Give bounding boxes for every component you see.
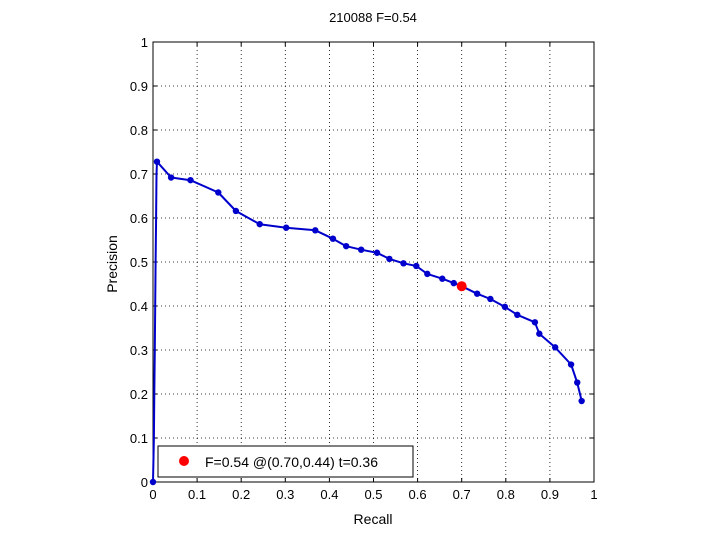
data-point bbox=[373, 249, 381, 256]
y-tick-label: 0 bbox=[141, 475, 148, 490]
y-tick-label: 0.6 bbox=[130, 211, 148, 226]
data-point bbox=[312, 227, 319, 234]
y-tick-label: 0.1 bbox=[130, 431, 148, 446]
series-markers bbox=[149, 158, 585, 486]
data-point bbox=[386, 255, 393, 263]
data-point bbox=[514, 311, 521, 318]
data-point bbox=[578, 397, 585, 405]
data-point bbox=[282, 224, 290, 231]
grid-lines bbox=[153, 42, 594, 482]
data-point bbox=[439, 275, 446, 282]
y-tick-label: 0.9 bbox=[130, 79, 148, 94]
y-tick-label: 0.4 bbox=[130, 299, 148, 314]
x-tick-label: 0.2 bbox=[232, 487, 250, 502]
x-tick-label: 0.7 bbox=[453, 487, 471, 502]
data-point bbox=[167, 174, 175, 181]
data-point bbox=[357, 246, 365, 253]
data-point bbox=[149, 478, 157, 486]
legend-marker bbox=[179, 456, 189, 466]
data-point bbox=[153, 158, 161, 165]
y-axis-label: Precision bbox=[104, 235, 120, 293]
x-tick-label: 0.4 bbox=[320, 487, 338, 502]
data-point bbox=[187, 176, 194, 184]
data-point bbox=[215, 189, 222, 196]
data-point bbox=[531, 319, 539, 326]
y-tick-label: 0.2 bbox=[130, 387, 148, 402]
best-f-point bbox=[456, 281, 467, 292]
data-point bbox=[551, 344, 559, 351]
y-tick-label: 0.3 bbox=[130, 343, 148, 358]
x-tick-label: 0.6 bbox=[409, 487, 427, 502]
data-point bbox=[450, 279, 457, 287]
data-point bbox=[487, 295, 494, 303]
data-point bbox=[342, 242, 350, 250]
y-tick-label: 0.8 bbox=[130, 123, 148, 138]
y-tick-label: 0.7 bbox=[130, 167, 148, 182]
data-point bbox=[413, 262, 420, 270]
series-line bbox=[152, 160, 583, 483]
chart-title: 210088 F=0.54 bbox=[329, 10, 417, 25]
x-tick-label: 0.3 bbox=[276, 487, 294, 502]
data-point bbox=[574, 379, 581, 386]
x-axis-label: Recall bbox=[354, 511, 393, 527]
data-point bbox=[536, 330, 543, 337]
x-axis-ticks: 0 0.1 0.2 0.3 0.4 0.5 0.6 0.7 0.8 0.9 1 bbox=[149, 42, 598, 502]
legend: F=0.54 @(0.70,0.44) t=0.36 bbox=[157, 445, 414, 478]
x-tick-label: 1 bbox=[590, 487, 597, 502]
legend-box bbox=[157, 445, 414, 478]
legend-label: F=0.54 @(0.70,0.44) t=0.36 bbox=[205, 454, 378, 470]
data-point bbox=[424, 270, 431, 278]
x-tick-label: 0 bbox=[149, 487, 156, 502]
x-tick-label: 0.1 bbox=[188, 487, 206, 502]
y-axis-ticks: 0 0.1 0.2 0.3 0.4 0.5 0.6 0.7 0.8 0.9 1 bbox=[130, 35, 594, 490]
data-point bbox=[256, 220, 263, 228]
y-tick-label: 1 bbox=[141, 35, 148, 50]
x-tick-label: 0.8 bbox=[497, 487, 515, 502]
series-layer bbox=[152, 160, 583, 483]
data-point bbox=[567, 361, 575, 368]
data-point bbox=[329, 235, 337, 242]
data-point bbox=[400, 260, 407, 267]
data-point bbox=[232, 207, 240, 215]
highlight-layer bbox=[456, 281, 467, 292]
data-point bbox=[501, 303, 509, 311]
data-point bbox=[473, 290, 481, 297]
x-tick-label: 0.5 bbox=[364, 487, 382, 502]
y-tick-label: 0.5 bbox=[130, 255, 148, 270]
x-tick-label: 0.9 bbox=[541, 487, 559, 502]
